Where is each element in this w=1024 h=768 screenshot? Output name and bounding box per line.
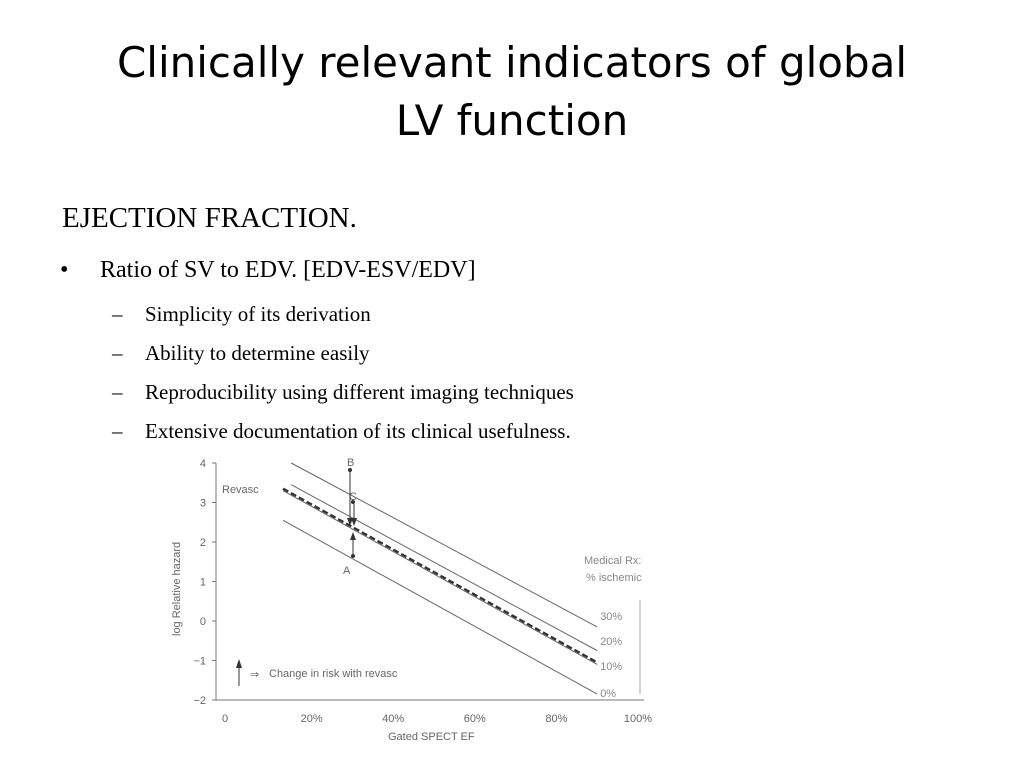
sub-bullet-text: Extensive documentation of its clinical … (145, 419, 571, 443)
x-tick-label: 60% (464, 713, 486, 725)
sub-bullet-marker: – (112, 341, 123, 365)
sub-bullet-text: Reproducibility using different imaging … (145, 380, 574, 404)
x-tick-label: 100% (624, 713, 652, 725)
point-c-marker (351, 500, 355, 504)
arrow-a-head (350, 532, 356, 540)
sub-bullet-marker: – (112, 380, 123, 404)
series-line-10pct (282, 490, 598, 665)
section-heading: EJECTION FRACTION. (62, 202, 357, 234)
legend-arrow-symbol: ⇒ (250, 669, 259, 681)
sub-bullet-list: – Simplicity of its derivation – Ability t… (112, 295, 574, 451)
series-line-revasc (282, 487, 598, 664)
x-tick-label: 40% (382, 713, 404, 725)
y-tick-label: 0 (200, 616, 206, 628)
bullet-marker: • (60, 257, 69, 283)
y-tick-label: 1 (200, 577, 206, 589)
y-axis-label: log Relative hazard (171, 542, 183, 636)
revasc-label: Revasc (222, 484, 259, 496)
sub-bullet-marker: – (112, 302, 123, 326)
arrow-c-head (351, 518, 357, 526)
series-label-30pct: 30% (600, 611, 622, 623)
title-line-1: Clinically relevant indicators of global (116, 38, 908, 87)
ischemic-label: % ischemic (586, 572, 642, 584)
point-a-label: A (343, 565, 351, 577)
title-line-2: LV function (395, 96, 629, 145)
sub-bullet-text: Ability to determine easily (145, 341, 370, 365)
sub-bullet-item: – Reproducibility using different imaging… (112, 373, 574, 412)
x-tick-label: 0 (222, 713, 228, 725)
series-label-10pct: 10% (600, 661, 622, 673)
slide-title: Clinically relevant indicators of global… (40, 34, 984, 150)
series-label-20pct: 20% (600, 636, 622, 648)
arrow-b-head (347, 518, 353, 526)
sub-bullet-item: – Ability to determine easily (112, 334, 574, 373)
medical-rx-label: Medical Rx: (584, 555, 641, 567)
series-line-0pct (282, 519, 598, 695)
x-axis-label: Gated SPECT EF (388, 731, 475, 743)
x-tick-label: 80% (545, 713, 567, 725)
sub-bullet-text: Simplicity of its derivation (145, 302, 371, 326)
series-label-0pct: 0% (600, 688, 616, 700)
series-line-30pct (290, 462, 598, 628)
sub-bullet-marker: – (112, 419, 123, 443)
y-tick-label: −1 (193, 656, 206, 668)
bullet-item: • Ratio of SV to EDV. [EDV-ESV/EDV] (60, 253, 476, 287)
legend-arrow-head (236, 659, 242, 668)
series-line-20pct (290, 484, 598, 652)
point-b-marker (348, 468, 352, 472)
legend-text: Change in risk with revasc (269, 668, 398, 680)
bullet-text: Ratio of SV to EDV. [EDV-ESV/EDV] (100, 257, 476, 283)
point-a-marker (351, 554, 355, 558)
y-tick-label: 2 (200, 537, 206, 549)
sub-bullet-item: – Extensive documentation of its clinical… (112, 412, 574, 451)
point-b-label: B (347, 457, 354, 469)
point-c-label: C (349, 491, 357, 503)
x-tick-label: 20% (301, 713, 323, 725)
y-tick-label: 3 (200, 498, 206, 510)
hazard-ef-chart: 4 3 2 1 0 −1 −2 0 20% 40% 60% 80% 100% 30% 20% 10% 0% l… (171, 457, 652, 743)
sub-bullet-item: – Simplicity of its derivation (112, 295, 574, 334)
y-tick-label: −2 (193, 695, 206, 707)
y-tick-label: 4 (200, 458, 206, 470)
